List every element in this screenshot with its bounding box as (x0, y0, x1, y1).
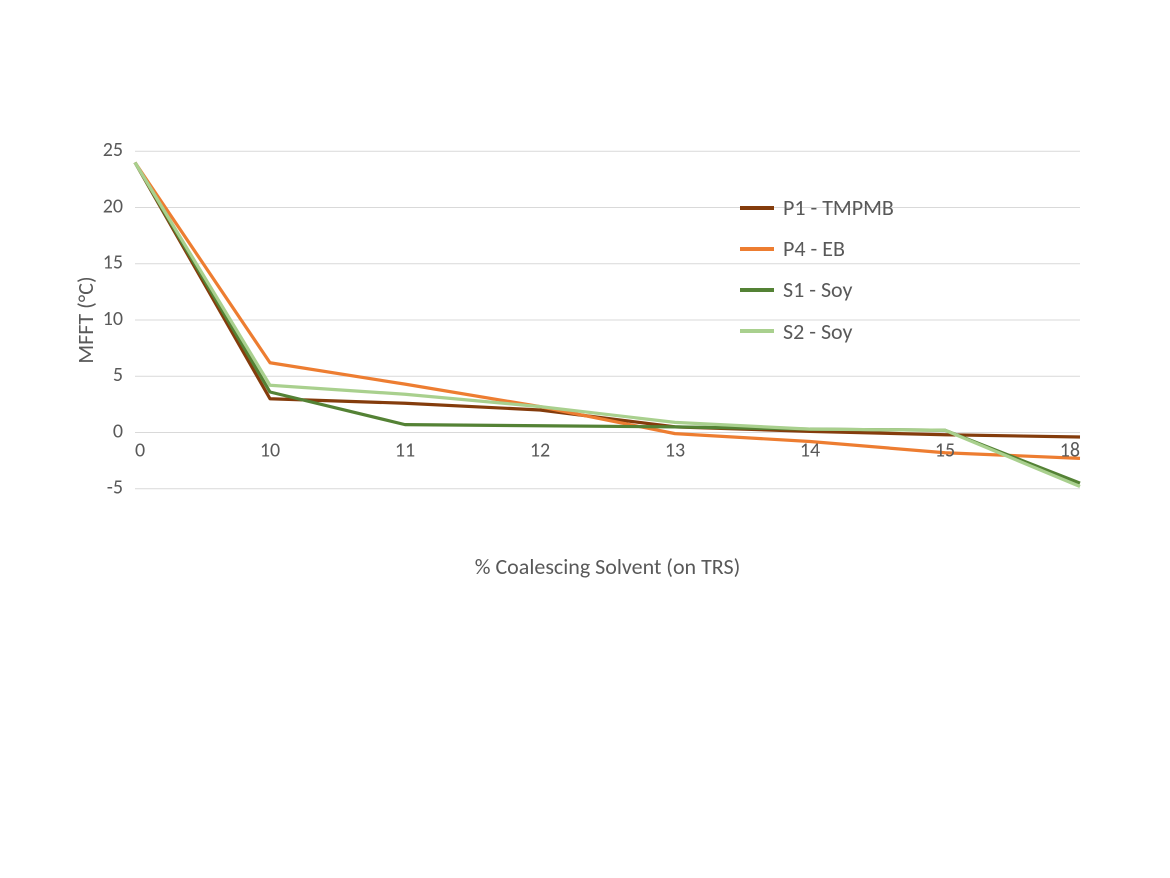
legend-label: S2 - Soy (783, 314, 853, 349)
x-tick-label: 11 (395, 439, 415, 463)
legend-label: P4 - EB (783, 231, 845, 266)
legend-swatch (740, 247, 774, 251)
legend-item: S1 - Soy (740, 272, 894, 307)
mfft-line-chart: -50510152025010111213141518MFFT (°C)% Co… (80, 130, 1090, 610)
series-line (135, 163, 1080, 438)
x-tick-label: 0 (135, 439, 145, 463)
legend-label: S1 - Soy (783, 272, 853, 307)
x-tick-label: 13 (665, 439, 685, 463)
legend-item: P1 - TMPMB (740, 190, 894, 225)
y-axis-title: MFFT (°C) (72, 276, 99, 363)
y-tick-label: -5 (107, 476, 123, 500)
y-tick-label: 20 (103, 194, 123, 218)
x-tick-label: 12 (530, 439, 550, 463)
legend: P1 - TMPMB P4 - EB S1 - Soy S2 - Soy (740, 190, 894, 355)
legend-swatch (740, 206, 774, 210)
x-tick-label: 14 (800, 439, 820, 463)
x-tick-label: 10 (260, 439, 280, 463)
legend-swatch (740, 329, 774, 333)
x-tick-label: 18 (1060, 439, 1080, 463)
y-tick-label: 25 (103, 138, 123, 162)
legend-swatch (740, 288, 774, 292)
chart-svg: -50510152025010111213141518MFFT (°C)% Co… (80, 130, 1090, 610)
y-tick-label: 10 (103, 307, 123, 331)
y-tick-label: 0 (113, 419, 123, 443)
y-tick-label: 5 (113, 363, 123, 387)
x-tick-label: 15 (935, 439, 955, 463)
y-tick-label: 15 (103, 251, 123, 275)
legend-item: P4 - EB (740, 231, 894, 266)
legend-item: S2 - Soy (740, 314, 894, 349)
x-axis-title: % Coalescing Solvent (on TRS) (475, 553, 741, 580)
legend-label: P1 - TMPMB (783, 190, 894, 225)
